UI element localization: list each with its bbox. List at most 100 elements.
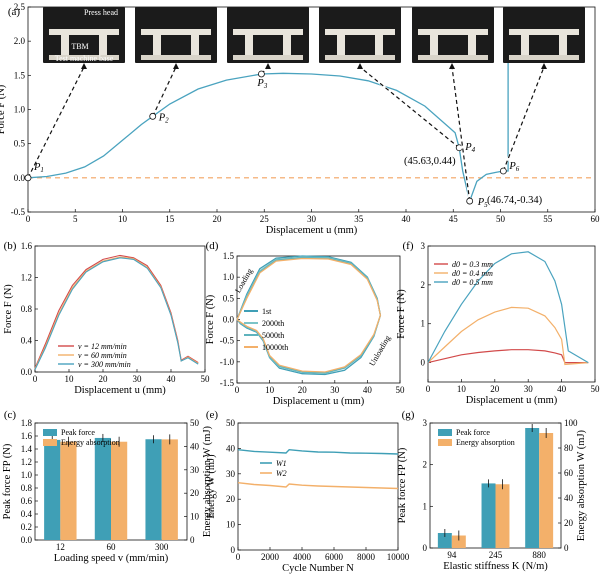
x-tick-label: 50 xyxy=(396,385,406,395)
bar-energy xyxy=(539,433,554,548)
arrow-line xyxy=(152,66,177,117)
photo-leg xyxy=(521,35,529,55)
series-line xyxy=(34,257,199,370)
x-tick-label: 0 xyxy=(33,374,38,384)
y-tick-label: 0 xyxy=(423,543,428,553)
point-label: P3 xyxy=(256,78,267,90)
photo-structure xyxy=(141,29,211,35)
photo-structure xyxy=(49,29,119,35)
photo-leg xyxy=(99,35,107,55)
photo-base xyxy=(141,55,211,60)
category-label: 12 xyxy=(56,542,65,552)
y-tick-label: 0.0 xyxy=(21,535,33,545)
legend-label: Energy absorption xyxy=(61,438,120,447)
legend-swatch xyxy=(438,439,452,446)
point-label: P6 xyxy=(508,161,519,173)
photo-leg xyxy=(468,35,476,55)
point-label-sub: 6 xyxy=(516,165,520,173)
x-axis-label: Displacement u (mm) xyxy=(266,225,358,236)
legend-label: 5000th xyxy=(262,331,284,340)
photo-leg xyxy=(283,35,291,55)
y-tick-label: 0.0 xyxy=(223,315,235,325)
y-tick-label: 1 xyxy=(421,319,426,329)
x-axis-label: Displacement u (mm) xyxy=(466,395,558,406)
legend-label: d0 = 0.5 mm xyxy=(452,278,493,287)
series-line xyxy=(427,251,589,364)
y2-tick-label: 60 xyxy=(564,468,574,478)
photo-base xyxy=(418,55,488,60)
series-line xyxy=(236,257,382,373)
y-tick-label: 1.2 xyxy=(21,457,32,467)
x-tick-label: 10 xyxy=(65,374,75,384)
panel-label: (f) xyxy=(403,240,414,252)
series-line xyxy=(237,482,399,490)
point-label: P1 xyxy=(33,162,44,174)
y-tick-label: -0.5 xyxy=(11,207,26,217)
arrow-head xyxy=(357,63,363,69)
y-tick-label: 2 xyxy=(421,280,426,290)
y2-tick-label: 20 xyxy=(190,488,200,498)
plot-frame xyxy=(237,422,399,551)
y-tick-label: 30 xyxy=(226,469,236,479)
legend-swatch xyxy=(43,439,57,446)
y2-axis-label: Energy absorption W (mJ) xyxy=(202,425,213,537)
force-curve xyxy=(27,7,509,204)
arrow-line xyxy=(502,66,545,172)
x-axis-label: Displacement u (mm) xyxy=(273,396,365,407)
x-tick-label: 30 xyxy=(133,374,143,384)
point-label: P4 xyxy=(464,142,475,154)
x-tick-label: 20 xyxy=(213,214,223,224)
y-tick-label: 0.2 xyxy=(21,522,32,532)
panel-label: (d) xyxy=(206,240,219,252)
point-label-sub: 2 xyxy=(165,116,169,124)
arrow-halo xyxy=(27,66,85,179)
legend-label: Peak force xyxy=(456,428,490,437)
y-axis-label: Peak force FP (N) xyxy=(2,443,13,519)
x-tick-label: 55 xyxy=(543,214,553,224)
y2-tick-label: 10 xyxy=(190,512,200,522)
y-tick-label: 0.5 xyxy=(14,139,26,149)
y-tick-label: 1.5 xyxy=(14,70,26,80)
y-tick-label: 0.4 xyxy=(21,336,33,346)
y-tick-label: -0.5 xyxy=(220,336,235,346)
y2-tick-label: 100 xyxy=(564,418,578,428)
x-tick-label: 40 xyxy=(402,214,412,224)
photo-base xyxy=(509,55,579,60)
y-tick-label: 2 xyxy=(423,460,428,470)
arrow-line xyxy=(359,66,460,149)
annotation: (45.63,0.44) xyxy=(404,156,456,167)
legend-label: v = 12 mm/min xyxy=(78,342,127,351)
key-point xyxy=(149,112,157,120)
photo-structure xyxy=(233,29,303,35)
photo-leg xyxy=(153,35,161,55)
series-line xyxy=(427,306,589,366)
y-tick-label: 0.4 xyxy=(21,509,33,519)
y2-tick-label: 50 xyxy=(190,418,200,428)
x-tick-label: 50 xyxy=(496,214,506,224)
arrow-head xyxy=(541,63,547,69)
point-label: P2 xyxy=(158,112,169,124)
y-tick-label: 2.0 xyxy=(14,36,26,46)
bar-peak-force xyxy=(525,428,540,548)
photo-base xyxy=(325,55,395,60)
legend-label: v = 60 mm/min xyxy=(78,351,127,360)
y-tick-label: 1.0 xyxy=(14,105,26,115)
photo-structure xyxy=(509,29,579,35)
legend-label: Peak force xyxy=(61,428,95,437)
arrow-head xyxy=(81,63,87,69)
y2-tick-label: 40 xyxy=(564,493,574,503)
panel-label: (b) xyxy=(4,240,17,252)
category-label: 880 xyxy=(532,550,546,560)
photo-leg xyxy=(559,35,567,55)
y-tick-label: 1 xyxy=(423,501,428,511)
x-tick-label: 35 xyxy=(354,214,364,224)
y-tick-label: 1.6 xyxy=(21,241,33,251)
y-axis-label: Force F (N) xyxy=(396,289,407,339)
arrow-line xyxy=(451,66,471,202)
point-label-sub: 3 xyxy=(263,82,268,90)
y-tick-label: -1.5 xyxy=(220,378,235,388)
photo-leg xyxy=(430,35,438,55)
y-tick-label: 0.5 xyxy=(223,293,235,303)
panel-label: (g) xyxy=(402,409,415,421)
